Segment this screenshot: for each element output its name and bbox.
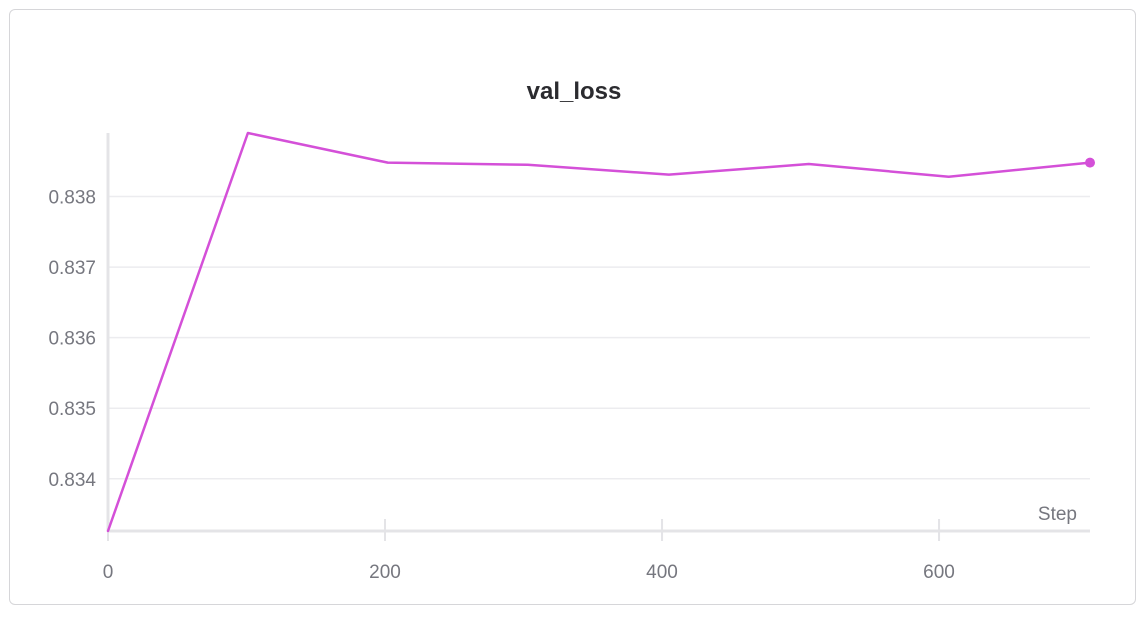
series-line: [106, 131, 1092, 533]
x-axis-title: Step: [1038, 504, 1077, 525]
grid-lines: [108, 195, 1090, 480]
x-tick-label: 600: [923, 562, 955, 583]
x-tick-labels: 0 200 400 600: [103, 562, 955, 583]
y-tick-label: 0.838: [48, 188, 96, 209]
chart-panel: [9, 9, 1136, 605]
x-tick-label: 200: [369, 562, 401, 583]
y-tick-label: 0.837: [48, 258, 96, 279]
last-point-marker: [1085, 157, 1095, 168]
y-tick-label: 0.835: [48, 399, 96, 420]
x-tick-label: 0: [103, 562, 114, 583]
y-tick-label: 0.834: [48, 470, 96, 491]
x-tick-label: 400: [646, 562, 678, 583]
axes: [106, 133, 1090, 541]
y-tick-label: 0.836: [48, 329, 96, 350]
y-tick-labels: 0.834 0.835 0.836 0.837 0.838: [48, 188, 96, 491]
series-group: [106, 131, 1095, 533]
chart-title: val_loss: [526, 78, 622, 105]
